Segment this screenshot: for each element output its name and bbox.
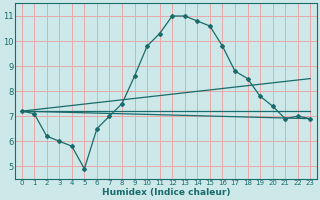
X-axis label: Humidex (Indice chaleur): Humidex (Indice chaleur) — [102, 188, 230, 197]
